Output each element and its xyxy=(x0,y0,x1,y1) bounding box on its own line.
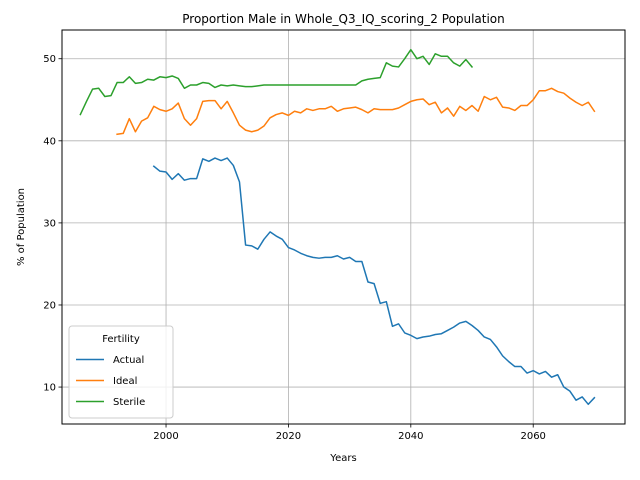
plot-frame xyxy=(61,29,626,425)
legend-title: Fertility xyxy=(102,334,140,345)
y-axis: 10 20 30 40 50 xyxy=(43,54,62,394)
y-tick-label: 40 xyxy=(43,136,56,147)
x-axis: 2000 2020 2040 2060 xyxy=(153,424,546,442)
y-tick-label: 20 xyxy=(43,300,56,311)
x-tick-label: 2000 xyxy=(153,431,178,442)
legend-label-actual: Actual xyxy=(113,355,144,366)
legend-label-ideal: Ideal xyxy=(113,376,137,387)
y-axis-label: % of Population xyxy=(16,188,27,266)
series-line-actual xyxy=(152,157,596,406)
y-tick-label: 50 xyxy=(43,54,56,65)
legend-label-sterile: Sterile xyxy=(113,397,145,408)
chart-title: Proportion Male in Whole_Q3_IQ_scoring_2… xyxy=(182,12,505,26)
x-axis-label: Years xyxy=(329,453,356,464)
x-tick-label: 2040 xyxy=(398,431,423,442)
series-line-sterile xyxy=(79,48,474,116)
y-tick-label: 30 xyxy=(43,218,56,229)
legend-items: Actual Ideal Sterile xyxy=(76,355,145,408)
legend: Fertility Actual Ideal Sterile xyxy=(68,325,174,419)
y-tick-label: 10 xyxy=(43,383,56,394)
series-line-ideal xyxy=(116,87,596,136)
legend-box xyxy=(68,325,174,419)
x-tick-label: 2060 xyxy=(520,431,545,442)
x-tick-label: 2020 xyxy=(276,431,301,442)
series-layer xyxy=(79,48,596,406)
